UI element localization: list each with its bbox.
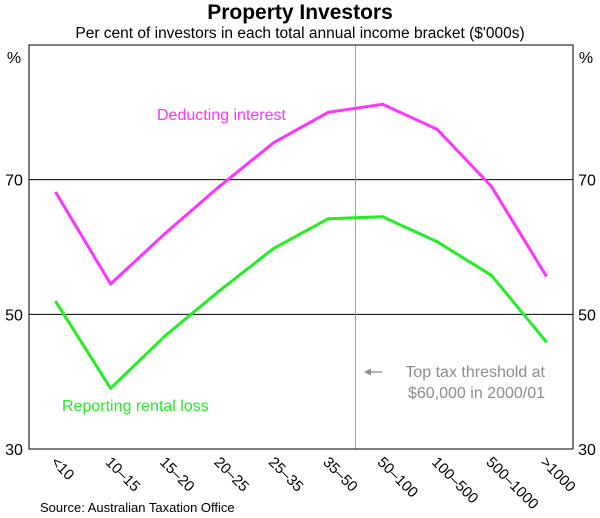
- y-unit-left: %: [7, 50, 21, 67]
- x-tick-10: <10: [47, 454, 77, 484]
- point-deducting-interest-1000: [544, 273, 548, 277]
- x-tick-20-25: 20–25: [211, 454, 253, 496]
- y-tick-left-50: 50: [5, 307, 23, 324]
- source-note: Source: Australian Taxation Office: [40, 500, 235, 515]
- point-deducting-interest-100-500: [435, 127, 439, 131]
- point-deducting-interest-10: [54, 191, 58, 195]
- plot-frame: [28, 44, 574, 450]
- point-reporting-rental-loss-15-20: [163, 334, 167, 338]
- y-tick-labels: 30 30 50 50 70 70: [5, 173, 596, 459]
- y-tick-right-30: 30: [578, 442, 596, 459]
- x-tick-25-35: 25–35: [265, 454, 307, 496]
- point-deducting-interest-15-20: [163, 232, 167, 236]
- x-tick-15-20: 15–20: [156, 454, 198, 496]
- x-tick-500-1000: 500–1000: [483, 454, 542, 513]
- gridlines: [29, 179, 573, 315]
- chart-subtitle: Per cent of investors in each total annu…: [75, 25, 524, 42]
- annotation-line-1: Top tax threshold at: [405, 364, 545, 381]
- series-label-reporting-rental-loss: Reporting rental loss: [62, 398, 209, 415]
- point-reporting-rental-loss-25-35: [272, 246, 276, 250]
- chart-title: Property Investors: [207, 1, 393, 24]
- point-reporting-rental-loss-500-1000: [489, 273, 493, 277]
- point-reporting-rental-loss-35-50: [326, 217, 330, 221]
- annotation-line-2: $60,000 in 2000/01: [408, 385, 545, 402]
- y-tick-right-70: 70: [578, 173, 596, 190]
- point-reporting-rental-loss-50-100: [381, 215, 385, 219]
- annotation: Top tax threshold at $60,000 in 2000/01: [364, 364, 546, 402]
- annotation-arrowhead: [364, 368, 371, 376]
- x-tick-1000: >1000: [537, 454, 579, 496]
- point-deducting-interest-20-25: [217, 184, 221, 188]
- x-tick-35-50: 35–50: [319, 454, 361, 496]
- y-tick-left-70: 70: [5, 173, 23, 190]
- point-reporting-rental-loss-20-25: [217, 289, 221, 293]
- point-deducting-interest-10-15: [109, 282, 113, 286]
- series-line-reporting-rental-loss: [54, 215, 548, 390]
- series-line-deducting-interest: [54, 102, 548, 286]
- x-tick-10-15: 10–15: [102, 454, 144, 496]
- y-unit-right: %: [579, 50, 593, 67]
- series-lines: [54, 102, 548, 390]
- point-reporting-rental-loss-1000: [544, 339, 548, 343]
- point-deducting-interest-50-100: [381, 102, 385, 106]
- x-tick-100-500: 100–500: [428, 454, 481, 507]
- point-deducting-interest-35-50: [326, 110, 330, 114]
- point-reporting-rental-loss-100-500: [435, 240, 439, 244]
- series-label-deducting-interest: Deducting interest: [157, 107, 287, 124]
- x-tick-50-100: 50–100: [374, 454, 421, 501]
- point-reporting-rental-loss-10-15: [109, 386, 113, 390]
- point-reporting-rental-loss-10: [54, 300, 58, 304]
- y-tick-left-30: 30: [5, 442, 23, 459]
- y-tick-right-50: 50: [578, 307, 596, 324]
- point-deducting-interest-25-35: [272, 141, 276, 145]
- point-deducting-interest-500-1000: [489, 184, 493, 188]
